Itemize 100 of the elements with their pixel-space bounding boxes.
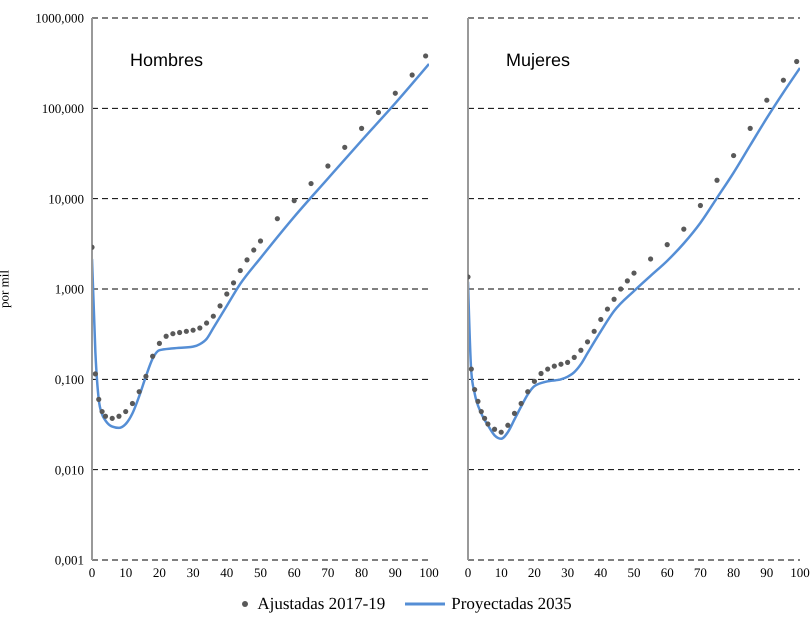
point	[681, 226, 686, 232]
point	[123, 408, 128, 414]
point	[475, 398, 481, 404]
point	[545, 366, 550, 372]
point	[197, 325, 202, 331]
point	[618, 286, 624, 292]
point	[485, 421, 491, 427]
x-tick-label: 20	[152, 565, 166, 580]
point	[184, 328, 189, 334]
point	[698, 202, 703, 208]
x-tick-label: 40	[220, 565, 234, 580]
point	[558, 362, 564, 367]
point	[794, 58, 800, 64]
point	[156, 340, 162, 346]
point	[648, 256, 654, 262]
point	[258, 238, 264, 244]
point	[624, 278, 630, 284]
x-tick-label: 10	[119, 565, 132, 580]
x-tick-label: 60	[660, 565, 674, 580]
point	[611, 296, 617, 302]
point	[376, 110, 382, 116]
point	[410, 72, 415, 78]
y-tick-label: 0,010	[54, 462, 84, 478]
point	[748, 126, 753, 131]
x-tick-label: 40	[594, 565, 608, 580]
point	[468, 366, 474, 372]
point	[505, 422, 510, 428]
x-tick-label: 60	[288, 565, 301, 580]
point	[274, 216, 280, 222]
point	[292, 198, 297, 204]
point	[136, 389, 142, 394]
y-tick-label: 10,000	[48, 191, 84, 206]
point	[130, 400, 136, 406]
point	[538, 370, 544, 376]
point	[664, 242, 670, 248]
x-tick-label: 50	[254, 565, 267, 580]
x-tick-label: 80	[727, 565, 740, 580]
point	[598, 316, 604, 322]
point	[224, 291, 230, 297]
point	[604, 306, 610, 312]
point	[631, 270, 637, 276]
point	[230, 280, 236, 286]
point	[472, 386, 478, 392]
point	[308, 180, 314, 186]
point	[177, 330, 182, 336]
point	[238, 268, 243, 274]
x-tick-label: 90	[760, 565, 774, 580]
point	[482, 416, 488, 421]
point	[359, 126, 364, 131]
point	[714, 178, 720, 183]
point	[102, 414, 108, 419]
point	[244, 257, 250, 262]
point	[731, 152, 736, 158]
x-tick-label: 80	[355, 565, 368, 580]
point	[150, 354, 156, 359]
point	[478, 408, 484, 414]
point	[532, 378, 537, 384]
y-tick-label: 0,100	[54, 372, 84, 387]
point	[143, 374, 149, 379]
legend-label: Ajustadas 2017-19	[257, 594, 386, 614]
x-tick-label: 0	[88, 565, 96, 580]
point	[164, 334, 169, 339]
point	[190, 328, 196, 333]
point	[110, 416, 115, 421]
x-tick-label: 30	[186, 565, 200, 580]
text: Mujeres	[506, 50, 570, 71]
x-tick-label: 70	[321, 565, 334, 580]
legend-label: Proyectadas 2035	[451, 594, 572, 614]
point	[518, 400, 524, 406]
point	[764, 98, 770, 103]
point	[251, 247, 256, 253]
x-tick-label: 30	[561, 565, 574, 580]
point	[780, 78, 786, 83]
point	[565, 360, 570, 365]
point	[512, 410, 518, 416]
point	[552, 364, 557, 369]
point	[210, 314, 216, 319]
x-tick-label: 10	[494, 565, 508, 580]
point	[96, 396, 102, 402]
y-tick-label: 1,000	[54, 282, 84, 297]
point	[592, 328, 597, 334]
point	[584, 339, 590, 344]
point	[204, 320, 210, 326]
x-tick-label: 0	[464, 565, 472, 580]
y-tick-label: 100,000	[42, 100, 84, 116]
x-tick-label: 70	[694, 565, 707, 580]
point	[92, 371, 98, 376]
point	[392, 90, 398, 96]
point	[498, 430, 504, 435]
point	[572, 354, 577, 360]
point	[525, 389, 530, 394]
point	[100, 408, 105, 414]
point	[423, 53, 428, 59]
point	[170, 331, 176, 336]
point	[342, 144, 348, 150]
y-tick-label: 0,001	[54, 552, 84, 568]
point	[217, 303, 223, 308]
point	[325, 163, 330, 169]
y-tick-label: 1000,000	[35, 10, 84, 26]
x-tick-label: 90	[388, 565, 402, 580]
